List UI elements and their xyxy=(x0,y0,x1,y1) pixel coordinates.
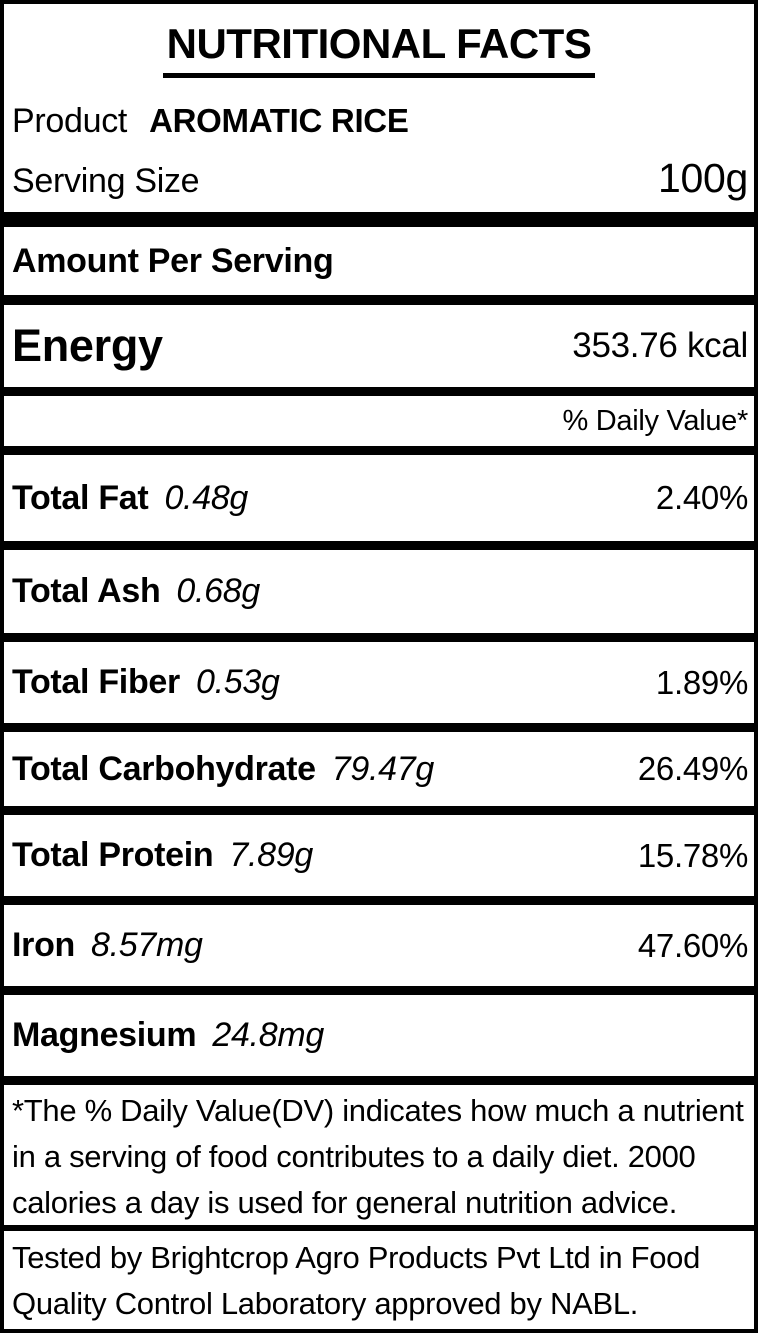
nutrient-left: Total Carbohydrate 79.47g xyxy=(12,750,434,789)
nutrient-row-total-fat: Total Fat 0.48g 2.40% xyxy=(4,455,754,541)
label-title: NUTRITIONAL FACTS xyxy=(162,20,596,78)
daily-value-header-row: % Daily Value* xyxy=(4,396,754,446)
nutrient-left: Total Ash 0.68g xyxy=(12,572,260,611)
daily-value-header: % Daily Value* xyxy=(562,404,749,437)
nutrient-left: Total Fat 0.48g xyxy=(12,479,248,518)
nutrient-left: Total Fiber 0.53g xyxy=(12,663,280,702)
nutrient-amount: 79.47g xyxy=(331,749,435,788)
energy-label: Energy xyxy=(12,320,163,371)
nutrient-left: Magnesium 24.8mg xyxy=(12,1016,324,1055)
nutrient-daily-value: 1.89% xyxy=(655,663,748,701)
daily-value-footnote: *The % Daily Value(DV) indicates how muc… xyxy=(4,1085,754,1225)
nutrient-name: Total Ash xyxy=(12,572,161,610)
nutrient-daily-value: 26.49% xyxy=(637,750,748,787)
nutrient-amount: 0.48g xyxy=(164,478,249,517)
nutrient-amount: 0.68g xyxy=(176,572,261,610)
tested-by-text: Tested by Brightcrop Agro Products Pvt L… xyxy=(12,1240,701,1321)
product-row: Product AROMATIC RICE xyxy=(4,102,754,141)
nutrient-left: Total Protein 7.89g xyxy=(12,836,313,875)
nutrient-row-total-fiber: Total Fiber 0.53g 1.89% xyxy=(4,642,754,723)
nutrient-name: Iron xyxy=(12,926,76,964)
nutrient-name: Total Fat xyxy=(12,478,149,517)
product-label: Product xyxy=(12,102,128,140)
serving-size-label: Serving Size xyxy=(12,162,200,200)
nutrient-name: Magnesium xyxy=(12,1016,197,1054)
nutrient-row-total-carbohydrate: Total Carbohydrate 79.47g 26.49% xyxy=(4,732,754,806)
nutrient-left: Iron 8.57mg xyxy=(12,926,203,965)
product-name: AROMATIC RICE xyxy=(149,102,409,139)
nutrient-amount: 24.8mg xyxy=(212,1016,324,1054)
serving-row: Serving Size 100g xyxy=(4,155,754,202)
title-wrap: NUTRITIONAL FACTS xyxy=(4,20,754,78)
nutrient-name: Total Protein xyxy=(12,836,214,874)
nutrient-row-magnesium: Magnesium 24.8mg xyxy=(4,995,754,1076)
nutrient-row-iron: Iron 8.57mg 47.60% xyxy=(4,905,754,986)
nutrient-name: Total Carbohydrate xyxy=(12,749,316,788)
nutrient-daily-value: 47.60% xyxy=(637,926,748,964)
serving-size-value: 100g xyxy=(657,155,748,201)
nutrient-daily-value: 15.78% xyxy=(637,836,748,874)
amount-per-serving-label: Amount Per Serving xyxy=(12,241,334,280)
label-header: NUTRITIONAL FACTS Product AROMATIC RICE … xyxy=(4,4,754,212)
nutrient-amount: 0.53g xyxy=(195,663,280,701)
footnote-text: *The % Daily Value(DV) indicates how muc… xyxy=(12,1093,744,1220)
amount-per-serving-heading: Amount Per Serving xyxy=(4,227,754,295)
nutrient-row-total-protein: Total Protein 7.89g 15.78% xyxy=(4,815,754,896)
energy-value: 353.76 kcal xyxy=(572,326,748,365)
nutrient-amount: 7.89g xyxy=(229,836,313,874)
tested-by-section: Tested by Brightcrop Agro Products Pvt L… xyxy=(4,1231,754,1329)
nutrient-row-total-ash: Total Ash 0.68g xyxy=(4,550,754,633)
nutrient-daily-value: 2.40% xyxy=(655,479,748,516)
nutrient-amount: 8.57mg xyxy=(91,926,203,964)
nutrient-name: Total Fiber xyxy=(12,663,180,701)
energy-row: Energy 353.76 kcal xyxy=(4,305,754,387)
